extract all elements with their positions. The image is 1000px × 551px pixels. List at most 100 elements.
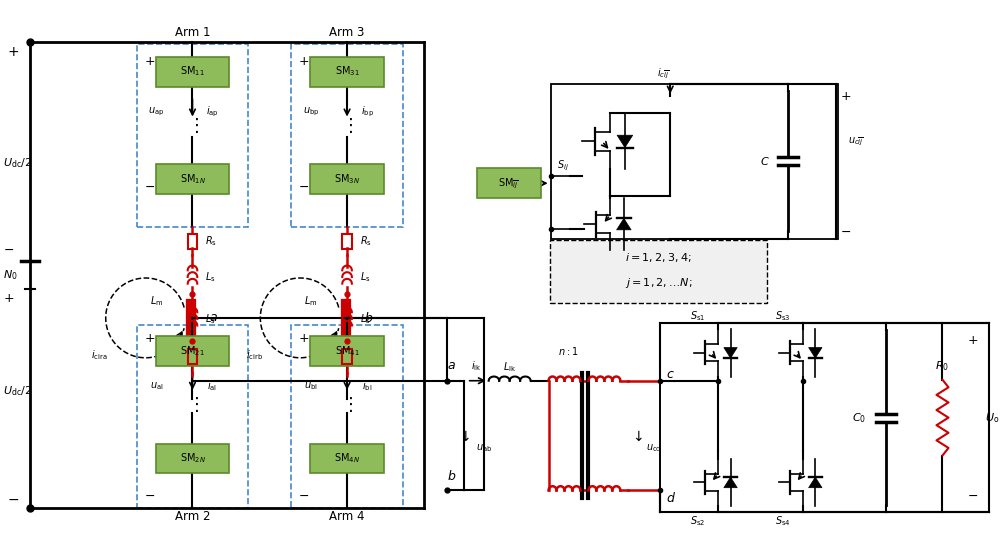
Text: $L_{\rm s}$: $L_{\rm s}$ (205, 270, 216, 284)
FancyBboxPatch shape (550, 240, 767, 303)
Polygon shape (724, 348, 737, 358)
Bar (188, 234, 197, 249)
Text: Arm 3: Arm 3 (329, 26, 365, 39)
Text: $+$: $+$ (3, 293, 15, 305)
Text: $S_{\rm s1}$: $S_{\rm s1}$ (690, 309, 706, 323)
Text: $\vdots$: $\vdots$ (341, 395, 353, 414)
Text: $\mathrm{SM}_{41}$: $\mathrm{SM}_{41}$ (335, 344, 359, 358)
Polygon shape (809, 477, 822, 488)
Text: $\vdots$: $\vdots$ (187, 395, 198, 414)
Text: $a$: $a$ (447, 359, 456, 372)
Text: $U_{\rm dc}/2$: $U_{\rm dc}/2$ (3, 384, 32, 398)
Text: $C_0$: $C_0$ (852, 410, 866, 424)
Text: $L_{\rm lk}$: $L_{\rm lk}$ (503, 360, 516, 374)
Text: $+$: $+$ (144, 332, 155, 345)
Text: $\mathrm{SM}_{\overline{ij}}$: $\mathrm{SM}_{\overline{ij}}$ (498, 176, 519, 190)
Text: $+$: $+$ (298, 55, 309, 68)
Text: $\mathrm{SM}_{31}$: $\mathrm{SM}_{31}$ (335, 64, 359, 78)
Text: $+$: $+$ (840, 90, 851, 103)
FancyBboxPatch shape (310, 444, 384, 473)
Polygon shape (617, 218, 631, 230)
Text: $-$: $-$ (298, 180, 309, 193)
Text: $\mathrm{SM}_{11}$: $\mathrm{SM}_{11}$ (180, 64, 205, 78)
Polygon shape (617, 135, 633, 148)
Text: $R_{\rm s}$: $R_{\rm s}$ (205, 234, 217, 248)
Text: $U_{\rm o}$: $U_{\rm o}$ (985, 410, 1000, 424)
FancyBboxPatch shape (310, 57, 384, 87)
Text: $i_{\rm bp}$: $i_{\rm bp}$ (361, 104, 373, 118)
Text: $\downarrow$: $\downarrow$ (457, 430, 471, 444)
Text: $S_{\rm s4}$: $S_{\rm s4}$ (775, 515, 791, 528)
Text: $b$: $b$ (364, 311, 373, 325)
Text: $+$: $+$ (7, 45, 19, 58)
Text: $-$: $-$ (144, 180, 155, 193)
Text: $u_{\rm ab}$: $u_{\rm ab}$ (476, 442, 492, 455)
Text: $L_{\rm s}$: $L_{\rm s}$ (360, 312, 371, 326)
Text: $u_{c\overline{ij}}$: $u_{c\overline{ij}}$ (848, 136, 863, 147)
FancyBboxPatch shape (477, 168, 541, 198)
Text: $R_0$: $R_0$ (935, 359, 950, 372)
Text: $i_{\rm lk}$: $i_{\rm lk}$ (471, 359, 482, 372)
Text: $-$: $-$ (967, 489, 978, 502)
Text: $U_{\rm dc}/2$: $U_{\rm dc}/2$ (3, 156, 32, 170)
Text: $i_{c\overline{ij}}$: $i_{c\overline{ij}}$ (657, 67, 669, 80)
Text: $R_{\rm s}$: $R_{\rm s}$ (205, 350, 217, 364)
Text: $S_{\rm s3}$: $S_{\rm s3}$ (775, 309, 791, 323)
Text: $a$: $a$ (209, 311, 218, 325)
Text: $d$: $d$ (666, 491, 676, 505)
Text: $i_{\rm al}$: $i_{\rm al}$ (207, 379, 218, 393)
Text: $L_{\rm m}$: $L_{\rm m}$ (304, 294, 318, 308)
Text: $u_{\rm al}$: $u_{\rm al}$ (150, 380, 163, 392)
FancyBboxPatch shape (310, 336, 384, 366)
Text: $S_{\rm s2}$: $S_{\rm s2}$ (690, 515, 706, 528)
Polygon shape (809, 348, 822, 358)
Text: Arm 4: Arm 4 (329, 510, 365, 523)
Text: $-$: $-$ (298, 489, 309, 502)
Text: $R_{\rm s}$: $R_{\rm s}$ (360, 350, 372, 364)
FancyBboxPatch shape (156, 444, 229, 473)
Polygon shape (724, 477, 737, 488)
Text: $\mathrm{SM}_{21}$: $\mathrm{SM}_{21}$ (180, 344, 205, 358)
Text: $N_0$: $N_0$ (3, 268, 18, 282)
Text: $\mathrm{SM}_{1N}$: $\mathrm{SM}_{1N}$ (180, 172, 205, 186)
Text: $i_{\rm bl}$: $i_{\rm bl}$ (362, 379, 372, 393)
Text: Arm 1: Arm 1 (175, 26, 210, 39)
Text: $n:1$: $n:1$ (558, 345, 579, 357)
Text: $L_{\rm s}$: $L_{\rm s}$ (360, 270, 371, 284)
Text: $+$: $+$ (144, 55, 155, 68)
Text: $\vdots$: $\vdots$ (341, 116, 353, 135)
Text: $+$: $+$ (298, 332, 309, 345)
Text: $j=1,2,\ldots N;$: $j=1,2,\ldots N;$ (625, 276, 692, 290)
Text: $u_{\rm bl}$: $u_{\rm bl}$ (304, 380, 318, 392)
Text: $L_{\rm m}$: $L_{\rm m}$ (150, 294, 163, 308)
Text: $u_{\rm cd}$: $u_{\rm cd}$ (646, 442, 662, 455)
FancyBboxPatch shape (156, 336, 229, 366)
Text: $-$: $-$ (7, 491, 19, 505)
Text: $-$: $-$ (144, 489, 155, 502)
Text: $S_{ij}$: $S_{ij}$ (557, 159, 568, 174)
FancyBboxPatch shape (156, 57, 229, 87)
Text: $i_{\rm ap}$: $i_{\rm ap}$ (206, 104, 219, 118)
Text: $-$: $-$ (3, 242, 15, 256)
Text: $i_{\rm cirb}$: $i_{\rm cirb}$ (246, 348, 263, 361)
Bar (342, 234, 352, 249)
Text: $i=1,2,3,4;$: $i=1,2,3,4;$ (625, 251, 692, 263)
Text: $-$: $-$ (840, 225, 851, 237)
Text: $L_{\rm s}$: $L_{\rm s}$ (205, 312, 216, 326)
Text: $u_{\rm ap}$: $u_{\rm ap}$ (148, 105, 165, 117)
Text: $R_{\rm s}$: $R_{\rm s}$ (360, 234, 372, 248)
Text: $\mathrm{SM}_{2N}$: $\mathrm{SM}_{2N}$ (180, 452, 205, 466)
Text: $\vdots$: $\vdots$ (187, 116, 198, 135)
Text: $c$: $c$ (666, 368, 675, 381)
Bar (342, 349, 352, 364)
Bar (188, 349, 197, 364)
FancyBboxPatch shape (156, 164, 229, 194)
Text: $i_{\rm cira}$: $i_{\rm cira}$ (91, 348, 108, 361)
Text: $b$: $b$ (447, 469, 456, 483)
Text: $u_{\rm bp}$: $u_{\rm bp}$ (303, 105, 319, 117)
Text: Arm 2: Arm 2 (175, 510, 210, 523)
Text: $\downarrow$: $\downarrow$ (630, 430, 643, 444)
Text: $+$: $+$ (967, 334, 978, 347)
FancyBboxPatch shape (310, 164, 384, 194)
Text: $\mathrm{SM}_{3N}$: $\mathrm{SM}_{3N}$ (334, 172, 360, 186)
